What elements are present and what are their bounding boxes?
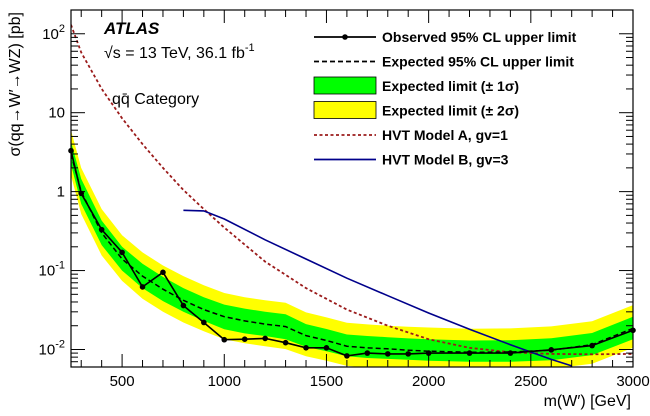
y-tick-label: 102 bbox=[42, 23, 65, 43]
lumi-superscript: -1 bbox=[245, 42, 255, 54]
expected-limit-curve bbox=[71, 153, 633, 354]
observed-point bbox=[425, 350, 432, 356]
legend-marker bbox=[342, 34, 348, 40]
legend-swatch bbox=[313, 76, 377, 95]
observed-point bbox=[303, 345, 309, 351]
legend-label: HVT Model A, gv=1 bbox=[382, 127, 508, 143]
legend-label: Expected limit (± 2σ) bbox=[382, 103, 519, 119]
observed-point bbox=[589, 342, 595, 349]
observed-point bbox=[119, 249, 125, 256]
observed-point bbox=[201, 319, 207, 326]
observed-point bbox=[241, 336, 248, 343]
energy-text: √s = 13 TeV, 36.1 fb bbox=[104, 45, 245, 62]
plot-frame bbox=[70, 9, 634, 368]
axes: 500 1000 1500 2000 2500 3000 10-2 10-1 1 10 102 bbox=[39, 9, 650, 390]
hvt-model-b-curve bbox=[183, 209, 572, 367]
legend-entry-hvtB: HVT Model B, gv=3 bbox=[314, 152, 509, 168]
observed-point bbox=[548, 347, 555, 353]
legend-swatch bbox=[313, 101, 377, 119]
observed-point bbox=[139, 284, 146, 290]
band-1sigma bbox=[71, 141, 633, 362]
legend-entry-observed: Observed 95% CL upper limit bbox=[314, 29, 577, 45]
legend-entry-expected: Expected 95% CL upper limit bbox=[314, 54, 574, 70]
observed-point bbox=[98, 226, 105, 233]
legend-label: Expected limit (± 1σ) bbox=[382, 78, 519, 94]
observed-point bbox=[160, 269, 166, 276]
x-tick-label: 1500 bbox=[310, 373, 343, 390]
observed-point bbox=[364, 350, 371, 356]
y-tick-label: 10-2 bbox=[39, 338, 65, 358]
y-tick-label: 10-1 bbox=[39, 260, 65, 280]
observed-point bbox=[384, 351, 391, 357]
limit-curves bbox=[71, 24, 633, 367]
legend-label: Expected 95% CL upper limit bbox=[382, 54, 574, 70]
legend-entry-band1: Expected limit (± 1σ) bbox=[313, 76, 519, 95]
legend-label: HVT Model B, gv=3 bbox=[382, 152, 509, 168]
x-tick-label: 1000 bbox=[208, 373, 241, 390]
observed-point bbox=[323, 345, 330, 351]
observed-point bbox=[405, 351, 412, 357]
experiment-label: ATLAS bbox=[103, 19, 160, 38]
y-tick-label: 10 bbox=[48, 105, 65, 122]
legend-entry-hvtA: HVT Model A, gv=1 bbox=[314, 127, 508, 143]
uncertainty-bands bbox=[71, 130, 633, 367]
category-label: qq̄ Category bbox=[112, 91, 199, 108]
x-tick-label: 3000 bbox=[616, 373, 649, 390]
legend: Observed 95% CL upper limit Expected 95% … bbox=[313, 29, 577, 168]
y-tick-label: 1 bbox=[57, 184, 65, 201]
observed-point bbox=[466, 350, 473, 356]
legend-label: Observed 95% CL upper limit bbox=[382, 29, 577, 45]
observed-point bbox=[221, 336, 228, 343]
observed-point bbox=[180, 302, 187, 309]
observed-point bbox=[262, 335, 268, 342]
observed-point bbox=[344, 353, 350, 359]
observed-limit-curve bbox=[71, 150, 633, 357]
observed-point bbox=[507, 350, 514, 356]
x-tick-label: 500 bbox=[110, 373, 135, 390]
x-axis-label: m(W′) [GeV] bbox=[544, 393, 631, 410]
y-axis-label: σ(qq→W′→WZ) [pb] bbox=[7, 12, 24, 156]
x-tick-label: 2500 bbox=[514, 373, 547, 390]
energy-lumi-label: √s = 13 TeV, 36.1 fb-1 bbox=[104, 42, 255, 62]
observed-markers bbox=[68, 147, 636, 359]
x-tick-label: 2000 bbox=[412, 373, 445, 390]
legend-entry-band2: Expected limit (± 2σ) bbox=[313, 101, 519, 119]
observed-point bbox=[282, 339, 289, 346]
band-2sigma bbox=[71, 130, 633, 367]
